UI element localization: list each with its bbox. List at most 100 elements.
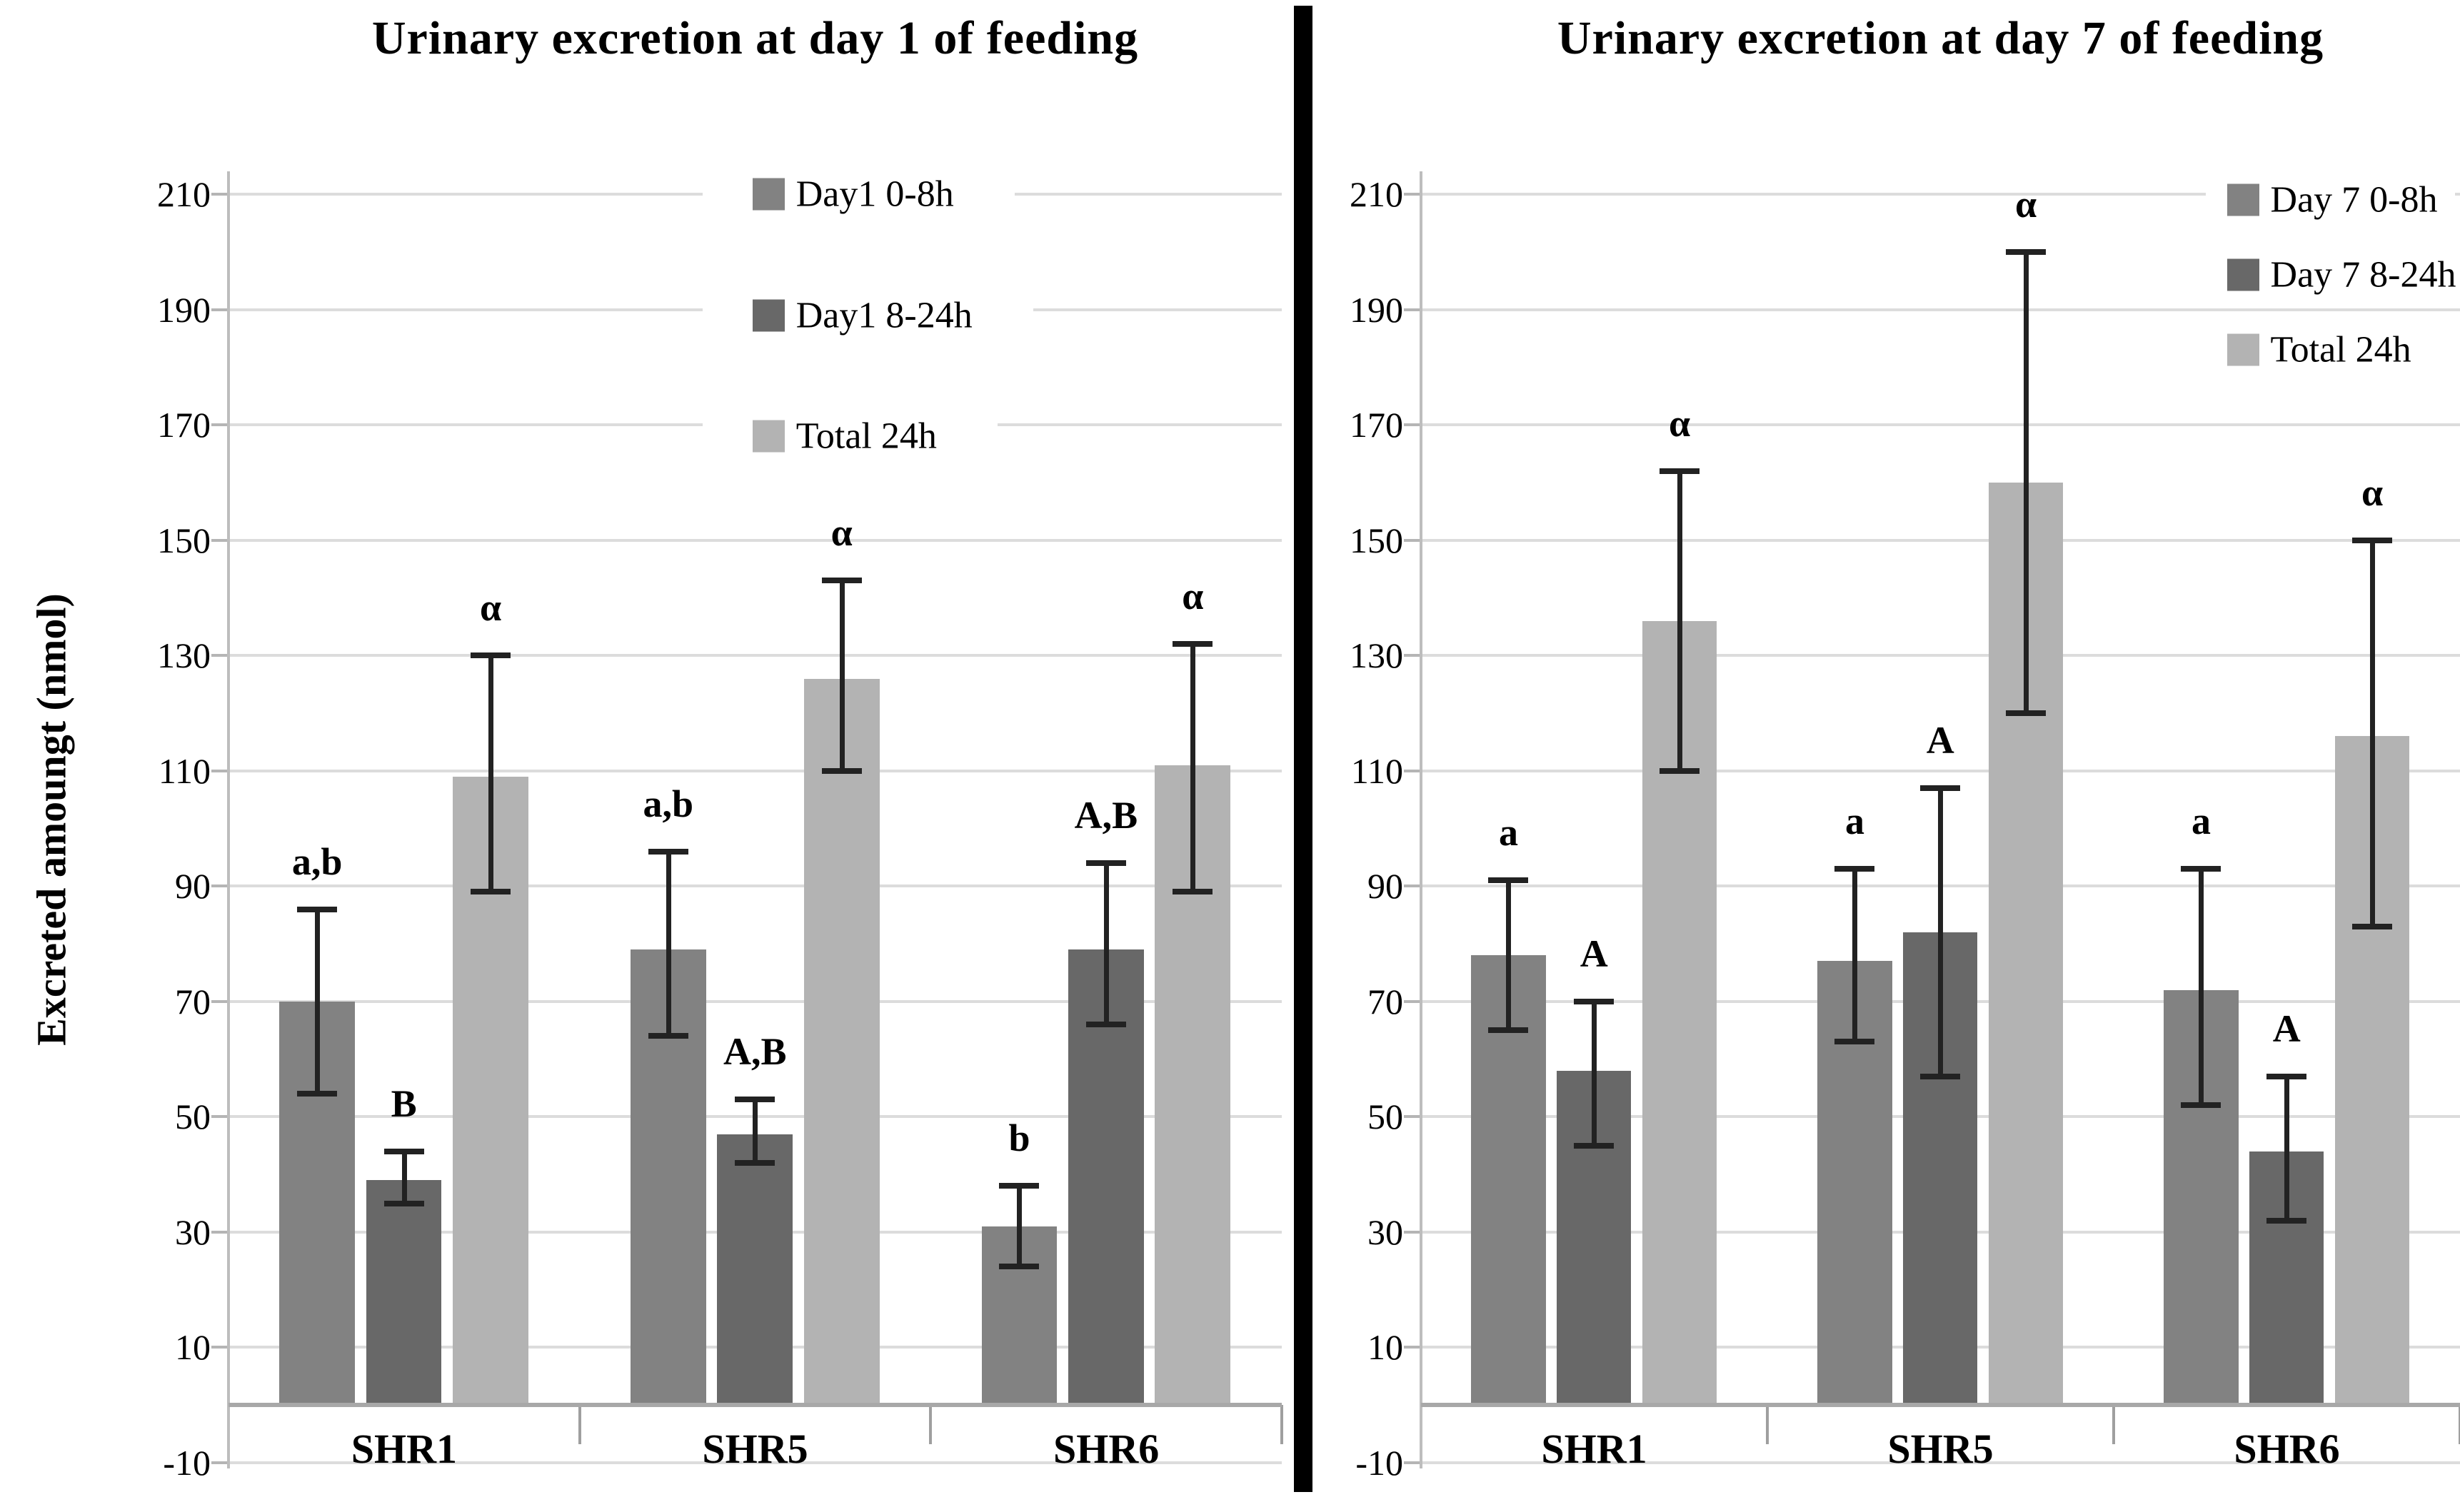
y-tick-mark-50 [1404,1115,1420,1119]
error-cap-low [1660,767,1700,774]
legend-item-3: Total 24h [2205,321,2429,378]
error-bar-SHR6-series1 [2199,869,2204,1106]
y-tick-label: 90 [1367,866,1403,907]
error-cap-high [2266,1073,2307,1079]
significance-label: a [1844,800,1864,843]
legend-label-3: Total 24h [795,415,937,457]
error-bar-SHR5-series3 [839,580,845,771]
y-tick-label: 30 [1367,1211,1403,1252]
y-axis-line [227,171,230,1468]
y-tick-label: 130 [157,635,211,676]
error-cap-low [1574,1142,1615,1149]
gridline-y-90 [229,884,1282,888]
significance-label: α [2014,183,2037,226]
error-cap-high [1920,785,1961,792]
significance-label: a,b [643,782,694,825]
y-tick-mark-170 [1404,423,1420,427]
chart-title-day7: Urinary excretion at day 7 of feeding [1557,12,2324,64]
y-tick-mark-130 [211,654,227,657]
error-cap-low [735,1159,775,1166]
y-tick-mark-110 [211,769,227,772]
y-tick-label: 130 [1350,635,1403,676]
significance-label: b [1008,1117,1030,1160]
error-bar-SHR1-series2 [401,1151,407,1204]
error-cap-low [648,1033,688,1039]
error-cap-high [821,578,862,584]
error-cap-high [297,906,338,912]
gridline-y-110 [1421,769,2460,772]
y-tick-mark-70 [211,999,227,1003]
y-tick-mark-90 [211,884,227,888]
legend-item-2: Day 7 8-24h [2205,246,2460,303]
error-cap-low [2006,710,2047,717]
error-bar-SHR1-series3 [1677,470,1683,771]
error-bar-SHR6-series2 [1103,863,1109,1025]
y-tick-label: 210 [1350,174,1403,215]
error-bar-SHR6-series3 [1190,644,1196,892]
bar-SHR5-series2 [717,1134,793,1406]
x-category-label-SHR1: SHR1 [351,1426,457,1473]
error-bar-SHR5-series1 [666,851,671,1037]
error-cap-low [471,889,511,895]
x-category-label-SHR5: SHR5 [702,1426,808,1473]
error-bar-SHR1-series1 [1506,880,1512,1031]
y-tick-mark-110 [1404,769,1420,772]
y-tick-mark-150 [211,538,227,542]
error-cap-high [1834,866,1875,872]
legend-item-1: Day 7 0-8h [2205,171,2456,228]
error-cap-low [1085,1022,1126,1028]
significance-label: a [1498,811,1518,855]
y-axis-line [1420,171,1422,1468]
legend-label-2: Day 7 8-24h [2270,254,2456,296]
error-bar-SHR1-series3 [488,655,494,892]
y-tick-mark-50 [211,1115,227,1119]
y-tick-mark-30 [1404,1230,1420,1234]
legend-marker-2 [2226,258,2259,291]
x-category-label-SHR6: SHR6 [2234,1426,2340,1473]
significance-label: A,B [723,1030,787,1074]
x-category-label-SHR1: SHR1 [1541,1426,1647,1473]
y-tick-mark-190 [211,308,227,311]
y-tick-label: 90 [175,866,211,907]
y-tick-label: -10 [1355,1442,1403,1483]
x-tick-mark [2112,1405,2115,1445]
error-cap-low [297,1091,338,1097]
error-bar-SHR5-series2 [753,1099,758,1163]
y-tick-mark-10 [1404,1346,1420,1349]
y-tick-label: 110 [1350,750,1403,791]
bar-group-SHR5: a,b A,B α SHR5 [580,171,931,1472]
gridline-y-150 [1421,538,2460,542]
error-cap-high [1488,877,1529,884]
x-tick-mark [1280,1405,1283,1445]
y-tick-label: 150 [157,520,211,560]
error-cap-high [2352,537,2393,543]
error-cap-high [2181,866,2221,872]
y-tick-mark-90 [1404,884,1420,888]
error-cap-high [1574,998,1615,1004]
significance-label: A [1926,719,1954,762]
error-cap-high [648,848,688,855]
error-cap-low [2266,1217,2307,1224]
error-bar-SHR5-series1 [1852,869,1858,1042]
chart-title-day1: Urinary excretion at day 1 of feeding [371,12,1139,64]
legend-item-2: Day1 8-24h [702,286,1033,346]
legend-marker-3 [2226,333,2259,366]
error-bar-SHR1-series1 [315,909,321,1094]
significance-label: a,b [291,840,343,883]
error-cap-high [999,1183,1040,1189]
significance-label: α [479,586,502,630]
y-tick-mark-170 [211,423,227,427]
significance-label: α [1668,401,1691,445]
y-tick-label: 150 [1350,520,1403,560]
y-tick-label: 30 [175,1211,211,1252]
y-tick-mark-150 [1404,538,1420,542]
error-bar-SHR6-series1 [1017,1186,1023,1267]
error-cap-low [821,767,862,774]
y-tick-mark--10 [211,1461,227,1464]
legend-label-2: Day1 8-24h [795,295,973,336]
legend-marker-3 [752,420,785,453]
